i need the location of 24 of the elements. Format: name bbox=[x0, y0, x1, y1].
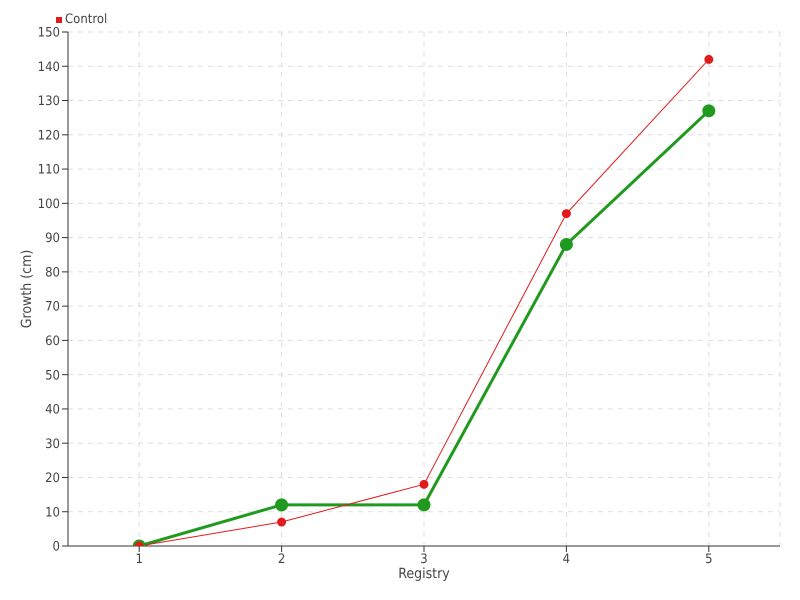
y-axis-title: Growth (cm) bbox=[18, 250, 35, 328]
y-tick-label: 110 bbox=[38, 162, 60, 178]
x-tick-label: 5 bbox=[705, 552, 713, 568]
y-tick-label: 40 bbox=[45, 402, 60, 418]
y-tick-label: 50 bbox=[45, 368, 60, 384]
y-tick-label: 60 bbox=[45, 334, 60, 350]
y-tick-label: 10 bbox=[45, 505, 60, 520]
y-tick-label: 90 bbox=[45, 231, 60, 246]
x-tick-label: 2 bbox=[278, 552, 286, 568]
x-tick-label: 1 bbox=[135, 552, 143, 568]
legend-label: Control bbox=[64, 12, 108, 27]
y-tick-label: 150 bbox=[38, 26, 60, 41]
y-tick-label: 120 bbox=[38, 128, 60, 144]
x-tick-label: 4 bbox=[562, 552, 570, 568]
y-tick-label: 100 bbox=[38, 196, 60, 212]
y-tick-label: 140 bbox=[38, 60, 60, 75]
y-tick-label: 130 bbox=[38, 94, 60, 110]
y-tick-label: 30 bbox=[45, 436, 60, 452]
y-tick-label: 20 bbox=[45, 471, 60, 486]
y-tick-label: 0 bbox=[52, 540, 60, 555]
y-tick-label: 80 bbox=[45, 265, 60, 280]
x-axis-title: Registry bbox=[398, 566, 450, 582]
x-tick-label: 3 bbox=[420, 552, 428, 568]
y-tick-label: 70 bbox=[45, 300, 60, 315]
